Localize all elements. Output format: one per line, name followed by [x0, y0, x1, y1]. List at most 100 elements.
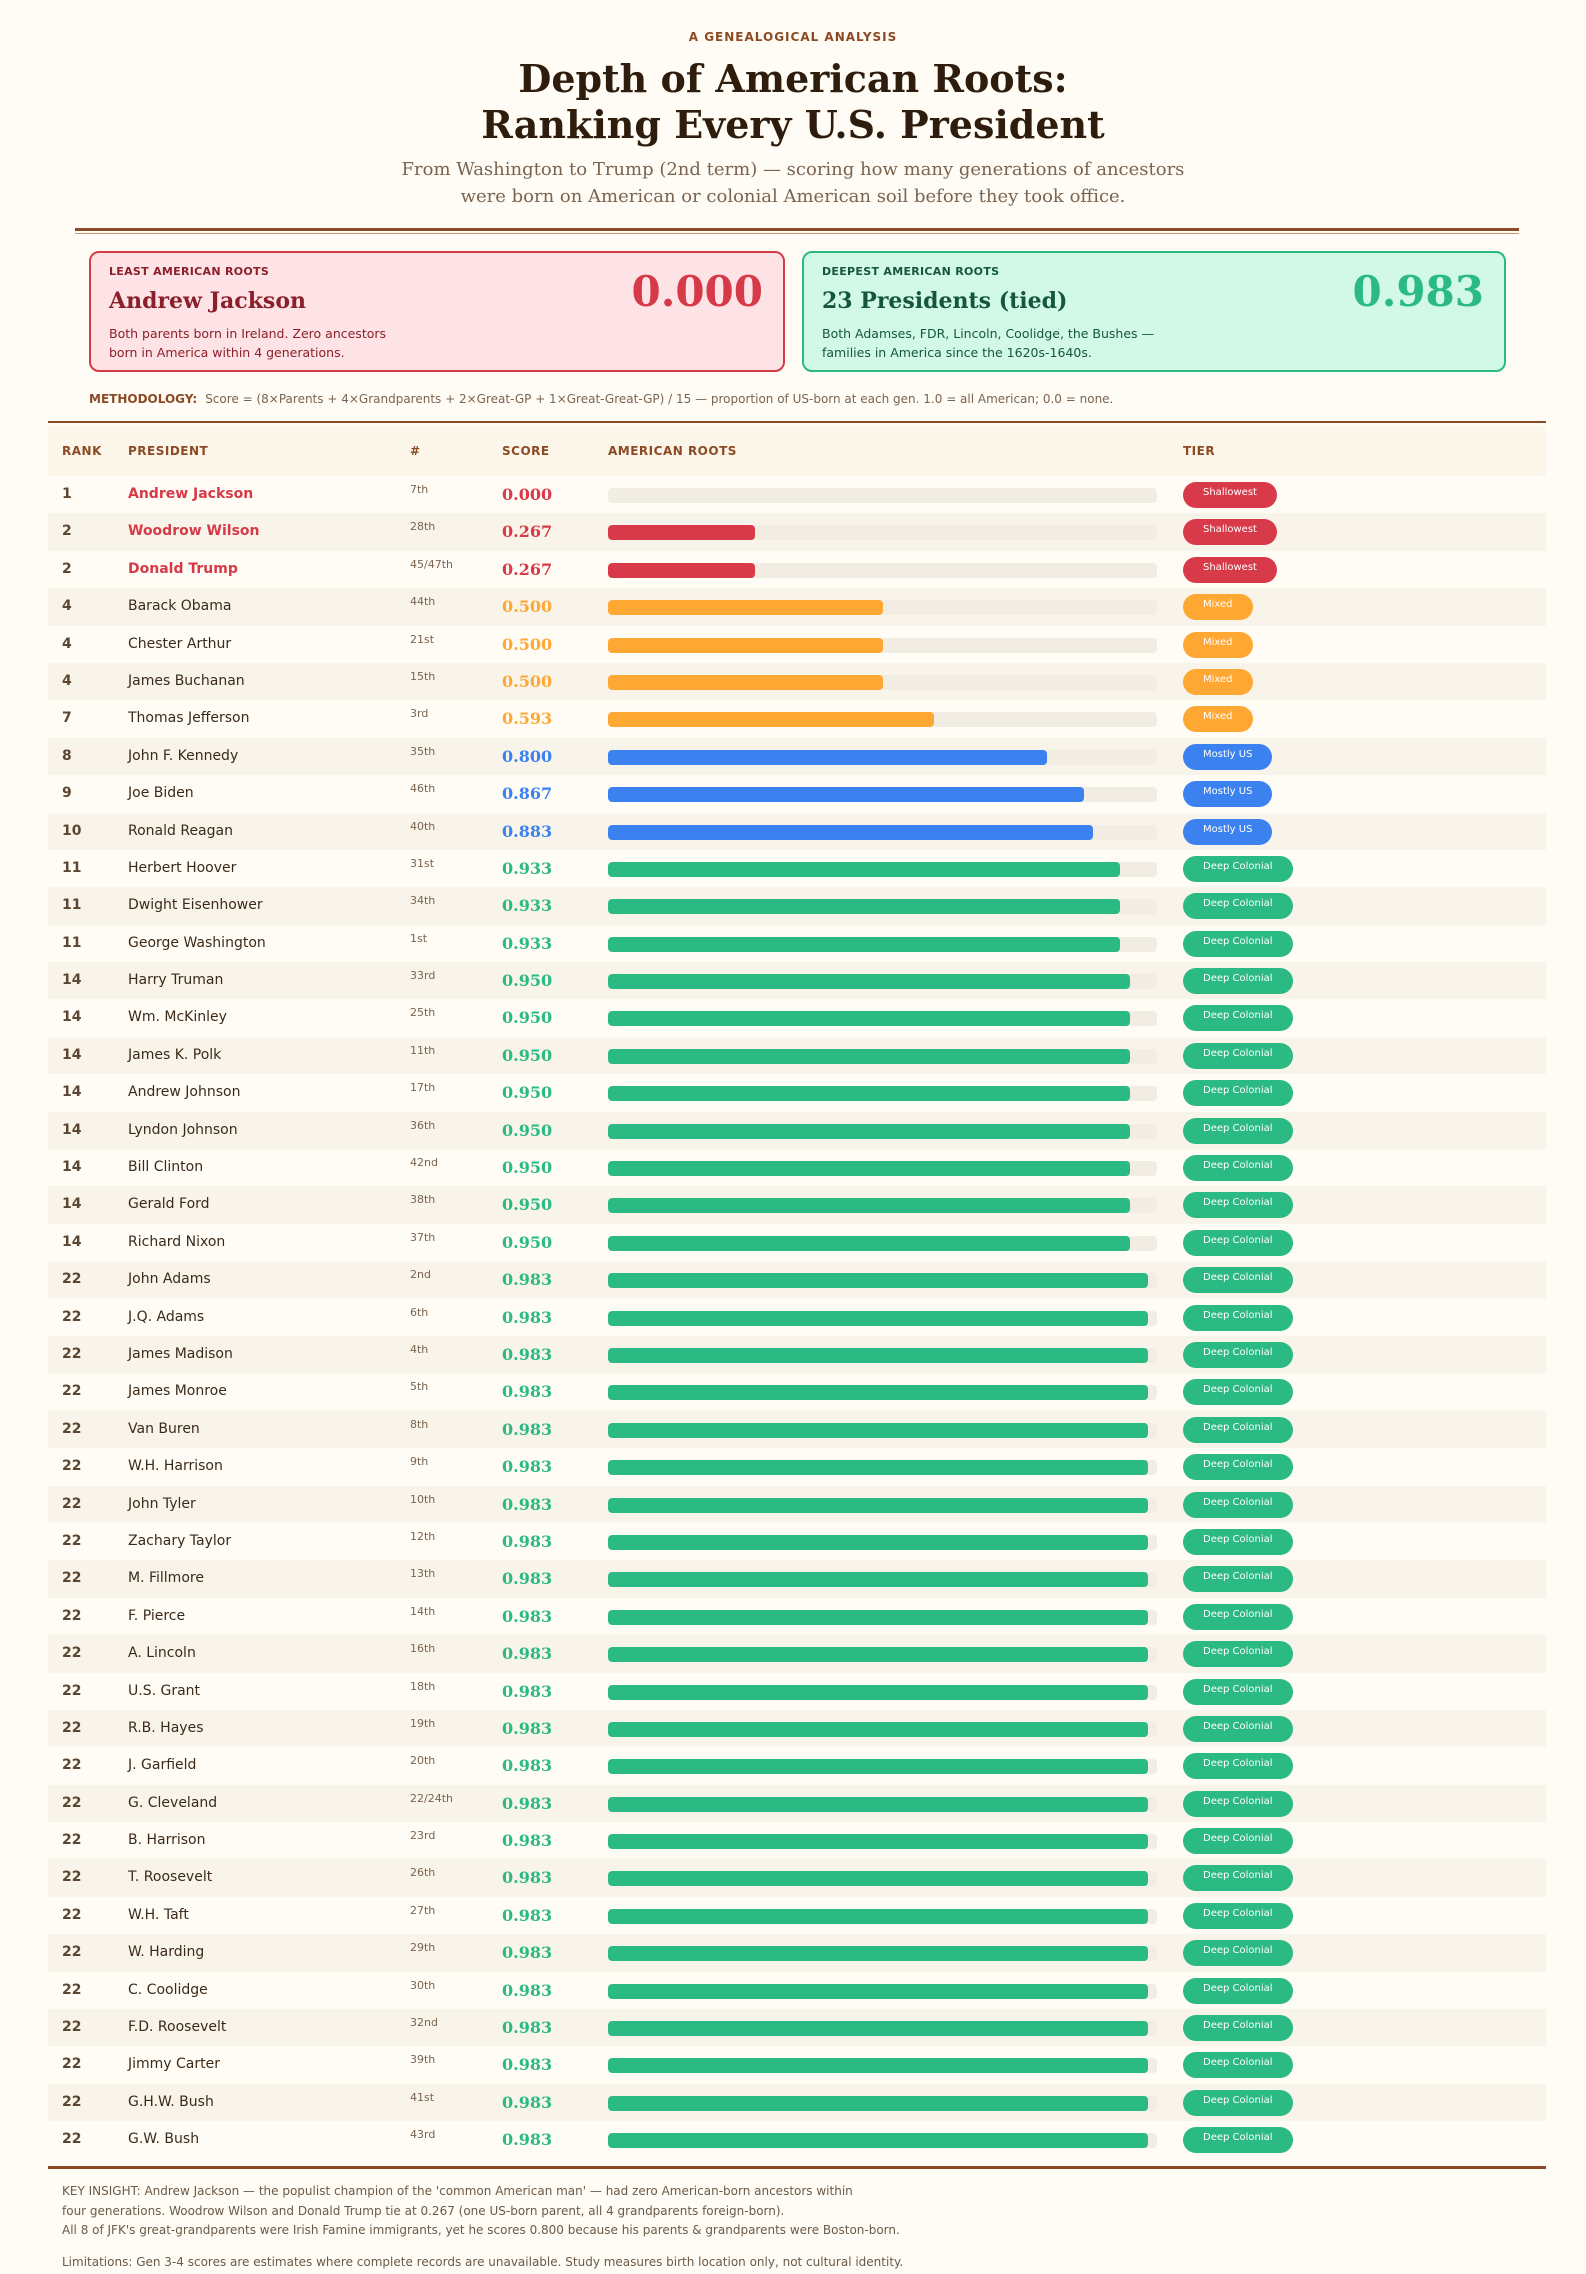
methodology-label: METHODOLOGY:	[89, 392, 198, 406]
rank: 4	[62, 635, 72, 652]
rank: 22	[62, 1495, 82, 1512]
roots-bar	[608, 1609, 1148, 1625]
roots-bar-track	[608, 488, 1157, 503]
table-row: 22 Jimmy Carter 39th 0.983 Deep Colonial	[48, 2046, 1546, 2083]
president-number: 36th	[410, 1118, 436, 1132]
roots-bar-track	[608, 2095, 1157, 2111]
score-value: 0.983	[502, 1868, 553, 1888]
president-name: G.H.W. Bush	[128, 2093, 214, 2110]
tier-badge: Deep Colonial	[1183, 1379, 1293, 1406]
president-name: C. Coolidge	[128, 1981, 208, 1998]
president-name: T. Roosevelt	[128, 1869, 213, 1886]
rank: 14	[62, 1084, 82, 1101]
tier-badge: Deep Colonial	[1183, 1192, 1293, 1219]
tier-badge: Deep Colonial	[1183, 1865, 1293, 1892]
president-number: 6th	[410, 1305, 429, 1319]
tier-badge: Deep Colonial	[1183, 1753, 1293, 1780]
roots-bar-track	[608, 1834, 1157, 1850]
roots-bar-track	[608, 1497, 1157, 1513]
rank: 22	[62, 1570, 82, 1587]
president-name: Jimmy Carter	[128, 2056, 220, 2073]
roots-bar	[608, 749, 1048, 765]
roots-bar-track	[608, 1048, 1157, 1064]
president-name: Andrew Jackson	[128, 486, 254, 502]
roots-bar	[608, 1497, 1148, 1513]
president-name: James Monroe	[128, 1383, 227, 1400]
tier-badge: Deep Colonial	[1183, 1341, 1293, 1368]
president-name: John F. Kennedy	[128, 747, 239, 764]
roots-bar	[608, 1796, 1148, 1812]
table-row: 22 G.H.W. Bush 41st 0.983 Deep Colonial	[48, 2083, 1546, 2122]
tier-badge: Deep Colonial	[1183, 1678, 1293, 1705]
roots-bar-track	[608, 1647, 1157, 1663]
roots-bar-track	[608, 1796, 1157, 1812]
president-number: 4th	[410, 1342, 429, 1356]
president-name: A. Lincoln	[128, 1645, 196, 1662]
table-row: 2 Woodrow Wilson 28th 0.267 Shallowest	[48, 513, 1546, 551]
roots-bar-track	[608, 899, 1157, 915]
president-name: W. Harding	[128, 1944, 205, 1961]
methodology-text: Score = (8×Parents + 4×Grandparents + 2×…	[205, 392, 1114, 406]
score-value: 0.950	[502, 1045, 553, 1065]
rank: 8	[62, 747, 72, 764]
card-name: Andrew Jackson	[109, 288, 306, 314]
president-number: 11th	[410, 1043, 436, 1057]
score-value: 0.983	[502, 1943, 553, 1963]
roots-bar	[608, 2095, 1148, 2111]
score-value: 0.500	[502, 671, 553, 691]
rank: 22	[62, 1757, 82, 1774]
roots-bar-track	[608, 1086, 1157, 1102]
insight-line: four generations. Woodrow Wilson and Don…	[62, 2203, 785, 2218]
roots-bar	[608, 1011, 1130, 1027]
kicker: A GENEALOGICAL ANALYSIS	[688, 30, 898, 44]
table-row: 14 Andrew Johnson 17th 0.950 Deep Colonial	[48, 1074, 1546, 1111]
rank: 11	[62, 859, 82, 876]
table-row: 22 U.S. Grant 18th 0.983 Deep Colonial	[48, 1673, 1546, 1710]
table-row: 11 Dwight Eisenhower 34th 0.933 Deep Colonia…	[48, 887, 1546, 925]
score-value: 0.267	[502, 522, 553, 542]
score-value: 0.000	[502, 485, 553, 504]
president-number: 30th	[410, 1978, 436, 1992]
rank: 14	[62, 1009, 82, 1026]
president-number: 16th	[410, 1642, 436, 1656]
rank: 22	[62, 1345, 82, 1362]
president-name: John Adams	[128, 1271, 211, 1288]
rank: 14	[62, 1046, 82, 1063]
rank: 22	[62, 1420, 82, 1437]
president-name: Lyndon Johnson	[128, 1121, 238, 1138]
roots-bar	[608, 1684, 1148, 1700]
president-number: 13th	[410, 1567, 436, 1581]
rank: 2	[62, 560, 72, 577]
roots-bar	[608, 1273, 1148, 1289]
roots-bar	[608, 1983, 1148, 1999]
roots-bar	[608, 1871, 1148, 1887]
rank: 1	[62, 486, 72, 502]
roots-bar-track	[608, 2133, 1157, 2149]
rank: 22	[62, 1794, 82, 1811]
rank: 2	[62, 523, 72, 540]
roots-bar	[608, 1198, 1130, 1214]
roots-bar	[608, 1759, 1148, 1775]
roots-bar	[608, 600, 883, 616]
score-value: 0.983	[502, 2055, 553, 2075]
score-value: 0.983	[502, 1457, 553, 1477]
divider	[75, 228, 1519, 234]
rank: 22	[62, 2019, 82, 2036]
president-number: 43rd	[410, 2128, 436, 2142]
score-value: 0.933	[502, 858, 553, 878]
card-desc-line: born in America within 4 generations.	[109, 345, 345, 360]
score-value: 0.800	[502, 746, 553, 766]
roots-bar-track	[608, 749, 1157, 765]
president-number: 41st	[410, 2090, 435, 2104]
roots-bar	[608, 562, 755, 578]
score-value: 0.883	[502, 821, 553, 841]
roots-bar	[608, 1048, 1130, 1064]
president-name: James Buchanan	[128, 672, 245, 689]
table-row: 8 John F. Kennedy 35th 0.800 Mostly US	[48, 737, 1546, 776]
president-number: 42nd	[410, 1156, 438, 1170]
table-row: 22 J.Q. Adams 6th 0.983 Deep Colonial	[48, 1299, 1546, 1336]
table-row: 22 John Tyler 10th 0.983 Deep Colonial	[48, 1485, 1546, 1523]
roots-bar-track	[608, 1908, 1157, 1924]
roots-bar-track	[608, 1422, 1157, 1438]
president-number: 21st	[410, 632, 435, 646]
